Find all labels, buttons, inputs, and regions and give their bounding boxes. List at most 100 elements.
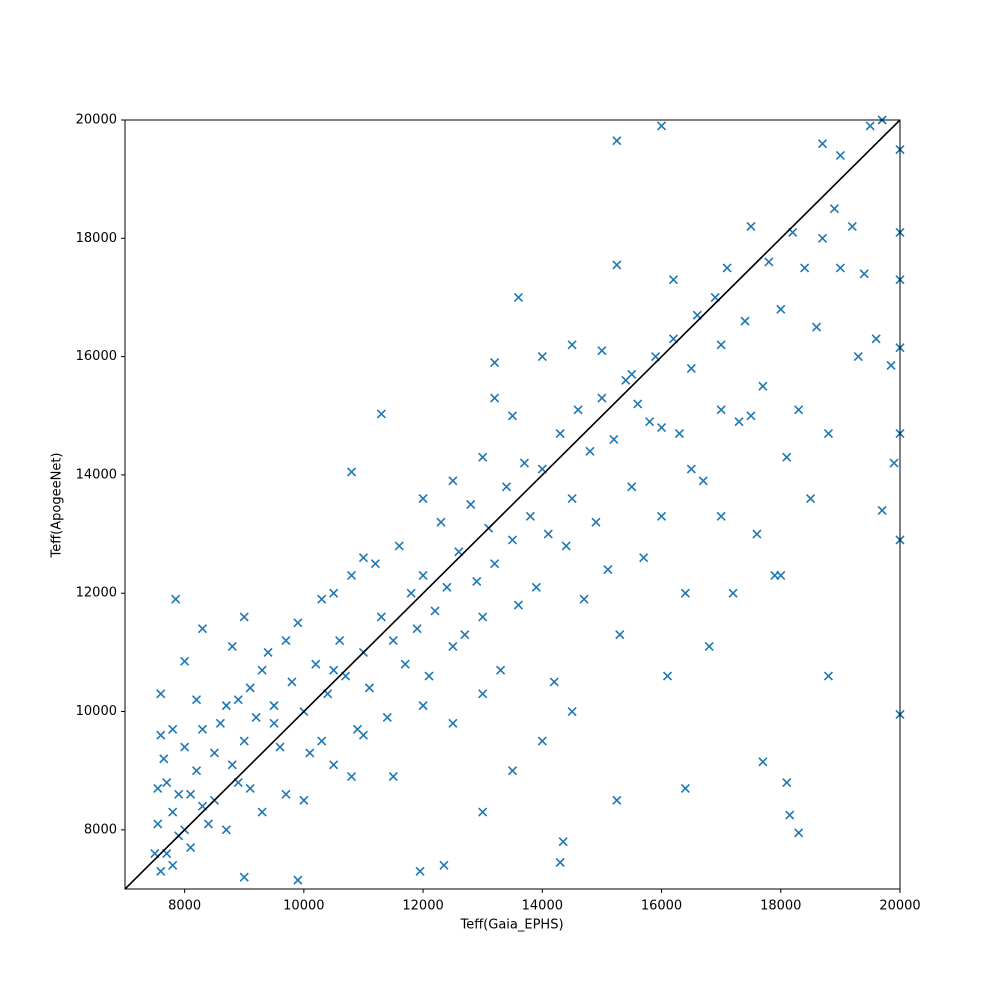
x-tick-label: 10000: [283, 899, 324, 914]
point: [191, 695, 202, 705]
point: [555, 857, 565, 867]
point: [555, 428, 565, 439]
point: [418, 570, 428, 581]
point: [159, 754, 169, 764]
point: [585, 446, 595, 456]
point: [329, 760, 339, 770]
point: [478, 612, 488, 622]
point: [859, 269, 869, 279]
point: [519, 458, 529, 468]
y-tick-label: 20000: [76, 113, 117, 128]
point: [609, 434, 619, 444]
point: [740, 316, 750, 326]
point: [686, 363, 696, 374]
point: [871, 334, 881, 344]
point: [567, 706, 577, 717]
point: [406, 588, 416, 598]
point: [472, 576, 482, 586]
point: [817, 139, 828, 149]
point: [567, 494, 577, 504]
point: [376, 612, 386, 622]
point: [722, 263, 732, 273]
point: [382, 712, 392, 723]
point: [346, 467, 357, 477]
point: [287, 677, 297, 687]
point: [579, 594, 589, 604]
point: [758, 757, 768, 767]
x-tick-label: 8000: [168, 899, 201, 914]
point: [886, 360, 896, 371]
point: [156, 689, 166, 699]
y-tick-label: 14000: [76, 467, 117, 482]
y-tick-label: 10000: [76, 704, 117, 719]
point: [853, 352, 863, 362]
point: [829, 204, 839, 214]
point: [591, 517, 601, 527]
point: [603, 565, 613, 575]
point: [412, 624, 422, 634]
point: [153, 783, 163, 794]
point: [716, 511, 726, 521]
point: [442, 582, 452, 592]
point: [180, 656, 190, 666]
point: [549, 677, 559, 687]
point: [478, 807, 488, 817]
point: [203, 819, 214, 829]
point: [674, 428, 684, 439]
point: [680, 588, 690, 598]
point: [466, 499, 476, 510]
x-tick-label: 18000: [760, 899, 801, 914]
y-tick-label: 16000: [76, 349, 117, 364]
point: [162, 777, 172, 788]
point: [782, 777, 792, 788]
point: [275, 742, 285, 752]
point: [543, 529, 553, 539]
point: [186, 789, 196, 799]
point: [448, 641, 458, 652]
x-tick-label: 20000: [879, 899, 920, 914]
point: [728, 588, 738, 598]
point: [400, 659, 410, 669]
point: [752, 529, 762, 539]
point: [257, 665, 267, 675]
point: [645, 417, 655, 427]
point: [156, 866, 166, 876]
point: [668, 275, 679, 285]
point: [424, 671, 434, 681]
point: [639, 553, 649, 563]
point: [430, 606, 440, 616]
point: [865, 121, 875, 131]
point: [612, 260, 622, 270]
point: [370, 559, 380, 569]
point: [358, 730, 369, 740]
point: [156, 730, 166, 740]
point: [877, 505, 887, 515]
point: [776, 304, 786, 314]
point: [835, 263, 845, 273]
point: [567, 340, 577, 350]
point: [656, 121, 667, 131]
point: [418, 701, 428, 711]
point: [490, 559, 500, 569]
point: [478, 452, 488, 462]
point: [209, 748, 219, 758]
point: [716, 340, 726, 350]
point: [817, 233, 828, 243]
point: [180, 742, 190, 752]
y-tick-label: 8000: [84, 822, 117, 837]
point: [612, 136, 622, 146]
point: [227, 641, 237, 652]
point: [686, 464, 696, 474]
point: [794, 828, 804, 838]
point: [478, 689, 488, 699]
point: [627, 482, 637, 492]
point: [490, 393, 500, 403]
point: [656, 511, 667, 521]
point: [785, 810, 795, 820]
point: [746, 411, 756, 421]
x-axis-label: Teff(Gaia_EPHS): [459, 918, 563, 933]
point: [507, 411, 518, 421]
point: [168, 807, 178, 817]
point: [800, 263, 810, 273]
y-tick-label: 12000: [76, 586, 117, 601]
